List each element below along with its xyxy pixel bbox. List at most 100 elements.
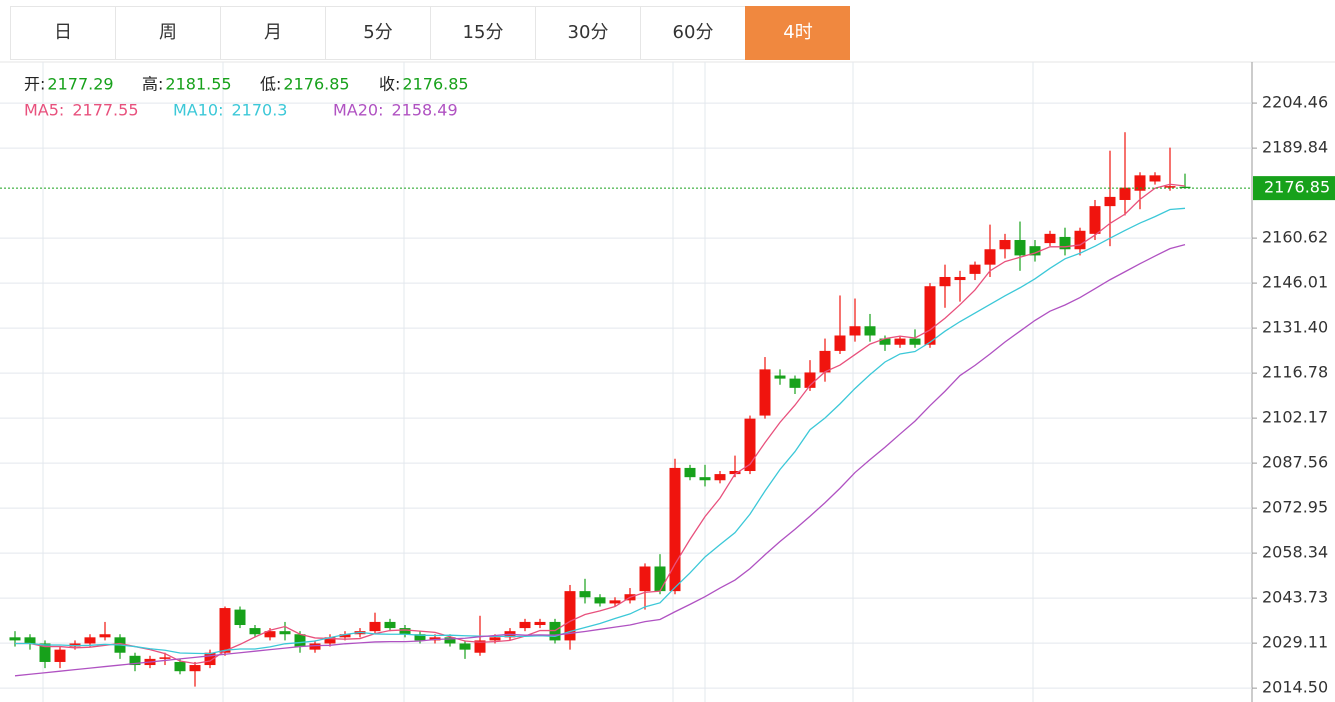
ma-legend-value: 2177.55 bbox=[72, 101, 138, 120]
ma-legend-value: 2158.49 bbox=[392, 101, 458, 120]
y-tick-label: 2087.56 bbox=[1262, 453, 1328, 472]
ma-line bbox=[14, 244, 1186, 677]
candle-body bbox=[849, 326, 861, 336]
period-tab[interactable]: 日 bbox=[10, 6, 115, 60]
candle-body bbox=[414, 634, 426, 641]
y-tick-label: 2146.01 bbox=[1262, 273, 1328, 292]
candle-body bbox=[189, 665, 201, 672]
candle-body bbox=[279, 631, 291, 635]
period-tab[interactable]: 5分 bbox=[325, 6, 430, 60]
candle-body bbox=[609, 600, 621, 604]
candle-body bbox=[639, 566, 651, 592]
candle-body bbox=[924, 286, 936, 345]
candle-body bbox=[534, 621, 546, 626]
candle-body bbox=[234, 609, 246, 626]
y-tick-label: 2204.46 bbox=[1262, 93, 1328, 112]
period-tab[interactable]: 4时 bbox=[745, 6, 850, 60]
ma-legend-name: MA5: bbox=[24, 101, 64, 120]
candle-body bbox=[669, 467, 681, 592]
candle-body bbox=[1074, 230, 1086, 250]
candle-body bbox=[819, 350, 831, 373]
candle-body bbox=[474, 640, 486, 653]
period-tab[interactable]: 60分 bbox=[640, 6, 745, 60]
candle-body bbox=[579, 591, 591, 598]
ohlc-label: 收: bbox=[379, 75, 400, 94]
candle-body bbox=[24, 637, 36, 644]
candle-body bbox=[1104, 196, 1116, 207]
candle-body bbox=[684, 467, 696, 478]
ohlc-label: 低: bbox=[260, 75, 281, 94]
candle-body bbox=[309, 643, 321, 650]
y-tick-label: 2160.62 bbox=[1262, 228, 1328, 247]
ma-line bbox=[15, 207, 1186, 655]
candle-body bbox=[444, 637, 456, 644]
y-tick-label: 2102.17 bbox=[1262, 408, 1328, 427]
y-tick-label: 2014.50 bbox=[1262, 678, 1328, 697]
period-tab[interactable]: 月 bbox=[220, 6, 325, 60]
y-tick-label: 2072.95 bbox=[1262, 498, 1328, 517]
ohlc-label: 开: bbox=[24, 75, 45, 94]
candle-body bbox=[39, 643, 51, 662]
candle-body bbox=[969, 264, 981, 274]
candle-body bbox=[369, 621, 381, 632]
candle-body bbox=[54, 649, 66, 662]
current-price-label: 2176.85 bbox=[1264, 178, 1330, 197]
candle-body bbox=[1164, 186, 1176, 188]
candle-body bbox=[84, 637, 96, 644]
candle-body bbox=[984, 249, 996, 265]
candle-body bbox=[594, 597, 606, 604]
ma-line bbox=[15, 183, 1186, 665]
candle-body bbox=[1044, 233, 1056, 244]
candle-body bbox=[894, 338, 906, 345]
y-tick-label: 2116.78 bbox=[1262, 363, 1328, 382]
candle-body bbox=[834, 335, 846, 351]
period-tab[interactable]: 周 bbox=[115, 6, 220, 60]
candle-body bbox=[1059, 236, 1071, 250]
candle-body bbox=[519, 621, 531, 629]
candle-body bbox=[129, 655, 141, 666]
candle-body bbox=[789, 378, 801, 388]
ohlc-label: 高: bbox=[142, 75, 163, 94]
candle-body bbox=[204, 652, 216, 666]
y-tick-label: 2043.73 bbox=[1262, 588, 1328, 607]
candle-body bbox=[939, 276, 951, 287]
candle-body bbox=[384, 621, 396, 629]
candle-body bbox=[729, 471, 741, 475]
candle-body bbox=[699, 477, 711, 481]
candle-body bbox=[159, 657, 171, 659]
ohlc-value: 2176.85 bbox=[402, 75, 468, 94]
candle-body bbox=[1119, 187, 1131, 200]
candle-body bbox=[1134, 175, 1146, 191]
period-tab[interactable]: 30分 bbox=[535, 6, 640, 60]
y-tick-label: 2131.40 bbox=[1262, 318, 1328, 337]
candle-body bbox=[774, 375, 786, 379]
time-grid bbox=[42, 62, 1034, 702]
candle-body bbox=[459, 643, 471, 650]
ohlc-value: 2177.29 bbox=[47, 75, 113, 94]
candle-body bbox=[744, 418, 756, 472]
candle-body bbox=[759, 369, 771, 416]
candle-body bbox=[879, 338, 891, 345]
candle-body bbox=[1179, 186, 1191, 189]
ohlc-value: 2176.85 bbox=[283, 75, 349, 94]
period-tabs: 日周月 5分 15分 30分 60分 4时 bbox=[10, 6, 850, 60]
candle-body bbox=[399, 628, 411, 635]
candles bbox=[9, 132, 1191, 687]
candle-body bbox=[294, 634, 306, 647]
candle-body bbox=[654, 566, 666, 592]
candle-body bbox=[714, 474, 726, 481]
candle-body bbox=[219, 608, 231, 653]
candle-body bbox=[489, 637, 501, 641]
candle-body bbox=[1149, 175, 1161, 182]
candle-body bbox=[324, 637, 336, 644]
current-price-box bbox=[1253, 176, 1335, 201]
candle-body bbox=[174, 661, 186, 672]
candle-body bbox=[1014, 240, 1026, 256]
y-tick-label: 2189.84 bbox=[1262, 138, 1328, 157]
ma-legend-value: 2170.3 bbox=[232, 101, 288, 120]
period-tab[interactable]: 15分 bbox=[430, 6, 535, 60]
candle-body bbox=[1029, 246, 1041, 256]
candle-body bbox=[999, 240, 1011, 250]
